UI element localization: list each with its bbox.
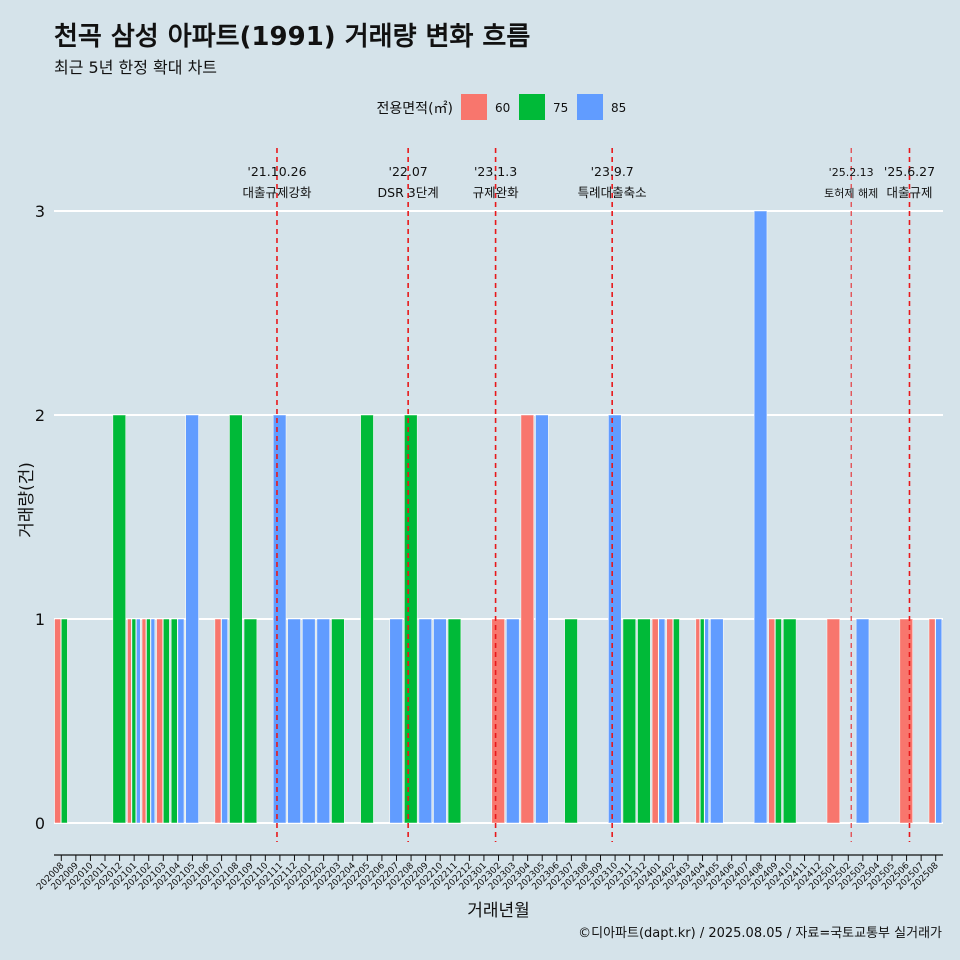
event-date-label: '23.1.3: [474, 164, 517, 179]
bar-60-202506: [899, 618, 913, 824]
bar-75-202203: [331, 618, 345, 824]
legend-swatch-60: [461, 94, 487, 120]
y-tick-label: 3: [35, 202, 45, 221]
bar-60-202401: [651, 618, 659, 824]
legend-title: 전용면적(㎡): [377, 101, 453, 117]
bar-75-202307: [564, 618, 578, 824]
bar-60-202404: [695, 618, 700, 824]
bar-85-202503: [855, 618, 870, 824]
bar-85-202405: [710, 618, 724, 824]
bar-75-202103: [163, 618, 170, 824]
bar-85-202310: [608, 414, 622, 824]
bar-75-202211: [447, 618, 462, 824]
event-label: DSR 3단계: [378, 185, 439, 200]
bar-75-202410: [783, 618, 797, 824]
bar-60-202501: [826, 618, 841, 824]
bar-75-202102: [146, 618, 151, 824]
event-date-label: '25.6.27: [884, 164, 935, 179]
event-label: 토허제 해제: [824, 186, 878, 200]
event-date-label: '25.2.13: [829, 166, 874, 179]
chart-caption: ©디아파트(dapt.kr) / 2025.08.05 / 자료=국토교통부 실…: [578, 926, 942, 941]
legend-label-85: 85: [611, 101, 626, 115]
bar-60-202101: [127, 618, 132, 824]
bar-75-202404: [700, 618, 705, 824]
bar-75-202312: [637, 618, 651, 824]
legend-label-75: 75: [553, 101, 568, 115]
bar-85-202111: [272, 414, 287, 824]
bar-60-202304: [520, 414, 535, 824]
bar-85-202104: [177, 618, 185, 824]
bar-75-202409: [775, 618, 782, 824]
chart-title: 천곡 삼성 아파트(1991) 거래량 변화 흐름: [54, 22, 531, 52]
legend-swatch-75: [519, 94, 545, 120]
bar-85-202102: [150, 618, 156, 824]
event-label: 규제완화: [473, 185, 520, 200]
bar-75-202205: [360, 414, 374, 824]
bar-60-202102: [141, 618, 147, 824]
bar-85-202210: [433, 618, 447, 824]
event-label: 특례대출축소: [578, 185, 647, 200]
bar-75-202108: [229, 414, 243, 824]
bar-85-202305: [535, 414, 549, 824]
bar-85-202202: [316, 618, 330, 824]
event-date-label: '23.9.7: [591, 164, 634, 179]
bar-60-202103: [156, 618, 163, 824]
bar-60-202409: [768, 618, 776, 824]
bar-85-202105: [185, 414, 199, 824]
bar-85-202209: [418, 618, 432, 824]
bar-75-202109: [243, 618, 258, 824]
bar-60-202008: [54, 618, 61, 824]
bar-75-202012: [112, 414, 126, 824]
event-label: 대출규제강화: [242, 185, 312, 200]
bar-75-202101: [131, 618, 137, 824]
bar-85-202107: [221, 618, 228, 824]
bar-85-202101: [136, 618, 141, 824]
event-date-label: '21.10.26: [247, 164, 306, 179]
x-axis-title: 거래년월: [467, 901, 530, 921]
chart-subtitle: 최근 5년 한정 확대 차트: [54, 58, 218, 77]
bar-85-202401: [658, 618, 666, 824]
y-tick-label: 1: [35, 610, 45, 629]
bar-85-202201: [302, 618, 316, 824]
event-label: 대출규제: [886, 185, 932, 200]
bar-60-202302: [491, 618, 505, 824]
bar-85-202112: [287, 618, 301, 824]
bar-75-202402: [673, 618, 680, 824]
bar-60-202402: [666, 618, 674, 824]
bar-85-202404: [704, 618, 709, 824]
y-axis-title: 거래량(건): [17, 462, 37, 538]
y-tick-label: 2: [35, 406, 45, 425]
bar-75-202311: [622, 618, 637, 824]
bar-60-202107: [214, 618, 222, 824]
legend-swatch-85: [577, 94, 603, 120]
bar-85-202207: [389, 618, 403, 824]
legend-label-60: 60: [495, 101, 510, 115]
bar-85-202408: [753, 210, 768, 824]
bar-85-202508: [935, 618, 943, 824]
bar-75-202104: [170, 618, 178, 824]
y-tick-label: 0: [35, 814, 45, 833]
bar-60-202508: [928, 618, 936, 824]
event-date-label: '22.07: [389, 164, 428, 179]
bar-75-202008: [61, 618, 68, 824]
bar-75-202208: [404, 414, 418, 824]
bar-85-202303: [506, 618, 520, 824]
